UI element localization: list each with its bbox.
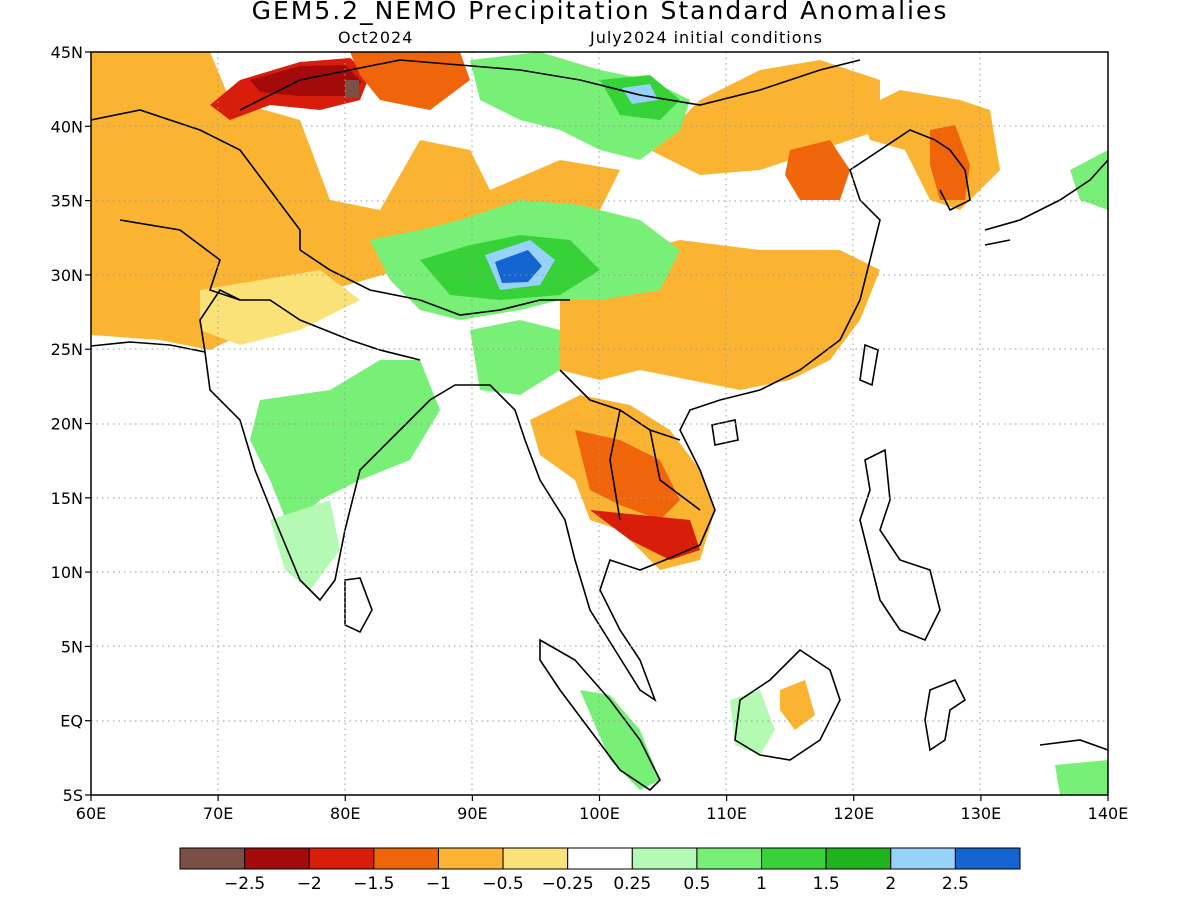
- lat-tick-label: 10N: [51, 563, 83, 582]
- coastline-sri-lanka: [344, 577, 373, 634]
- colorbar-label: −0.5: [482, 874, 523, 894]
- colorbar-label: 0.5: [683, 874, 710, 894]
- colorbar-label: 2: [885, 874, 896, 894]
- border-mongolia: [239, 59, 861, 111]
- coastlines: [91, 59, 1108, 792]
- coastline-indochina: [524, 259, 871, 703]
- dry-region-borneo: [780, 680, 815, 730]
- lat-tick-label: 25N: [51, 340, 83, 359]
- border-india-west: [199, 288, 421, 361]
- coastline-borneo: [734, 648, 841, 761]
- lon-tick-label: 120E: [833, 804, 874, 823]
- wet-region-north-peak: [622, 84, 658, 104]
- lon-tick-label: 110E: [706, 804, 747, 823]
- wet-region-borneo: [730, 690, 775, 755]
- wet-region-sumatra: [580, 690, 660, 790]
- coastline-arabia-persia: [91, 341, 206, 353]
- border-central-asia: [91, 109, 301, 301]
- lon-tick-label: 130E: [961, 804, 1002, 823]
- lat-tick-label: 20N: [51, 415, 83, 434]
- colorbar-label: 0.25: [613, 874, 651, 894]
- lon-tick-label: 80E: [330, 804, 360, 823]
- colorbar-label: 1.5: [813, 874, 840, 894]
- wet-region-india-south: [270, 500, 340, 590]
- lat-tick-label: 15N: [51, 489, 83, 508]
- coastline-hainan: [711, 419, 739, 446]
- initial-conditions: July2024 initial conditions: [590, 28, 823, 47]
- very-dry-indochina: [575, 430, 680, 520]
- colorbar: −2.5 −2 −1.5 −1 −0.5 −0.25 0.25 0.5 1 1.5 2 2.5: [179, 847, 1021, 894]
- colorbar-label: −2: [297, 874, 322, 894]
- forecast-period: Oct2024: [338, 28, 414, 47]
- longitude-axis: 60E 70E 80E 90E 100E 110E 120E 130E 140E: [76, 795, 1129, 823]
- lat-tick-label: 35N: [51, 192, 83, 211]
- lat-tick-label: 40N: [51, 117, 83, 136]
- coastline-philippines: [859, 448, 941, 642]
- wet-region-new-guinea: [1055, 760, 1108, 795]
- colorbar-bin: [502, 847, 569, 870]
- coastline-india: [204, 351, 526, 602]
- coastline-sulawesi: [924, 678, 967, 752]
- colorbar-bin: [631, 847, 698, 870]
- colorbar-bin: [567, 847, 633, 870]
- lat-tick-label: 5N: [61, 637, 83, 656]
- coastline-korea: [934, 139, 971, 212]
- coastline-japan: [984, 159, 1108, 246]
- colorbar-label: 1: [756, 874, 767, 894]
- colorbar-bin: [954, 847, 1021, 870]
- border-indochina-internal: [559, 369, 701, 521]
- lon-tick-label: 140E: [1088, 804, 1129, 823]
- coastline-china-east: [849, 129, 936, 261]
- dry-region-kazakhstan: [350, 52, 470, 110]
- colorbar-bin: [696, 847, 763, 870]
- colorbar-label: −1: [426, 874, 451, 894]
- colorbar-label: −2.5: [224, 874, 265, 894]
- coastline-taiwan: [859, 343, 879, 387]
- latitude-axis: 45N 40N 35N 30N 25N 20N 15N 10N 5N EQ 5S: [51, 43, 91, 805]
- dry-region-shandong: [785, 140, 850, 200]
- lon-tick-label: 60E: [76, 804, 106, 823]
- colorbar-bin: [308, 847, 375, 870]
- wet-region-india-east: [250, 360, 440, 530]
- colorbar-bin: [373, 847, 439, 870]
- lat-tick-label: 45N: [51, 43, 83, 62]
- colorbar-bin: [825, 847, 892, 870]
- colorbar-label: −0.25: [542, 874, 594, 894]
- very-dry-cambodia: [590, 510, 700, 560]
- colorbar-bin: [890, 847, 956, 870]
- coastline-new-guinea: [1039, 739, 1108, 751]
- colorbar-bin: [244, 847, 310, 870]
- colorbar-bin: [437, 847, 504, 870]
- wet-region-northeast-india: [470, 320, 560, 395]
- lat-tick-label: EQ: [60, 712, 83, 731]
- max-dry-cell: [345, 80, 359, 98]
- lat-tick-label: 5S: [63, 786, 83, 805]
- lon-tick-label: 90E: [457, 804, 487, 823]
- coastline-sumatra: [539, 638, 661, 792]
- lon-tick-label: 100E: [579, 804, 620, 823]
- colorbar-bin: [761, 847, 827, 870]
- border-himalaya: [299, 249, 570, 316]
- wet-region-tibet-peak: [495, 250, 542, 283]
- gridlines: [91, 52, 1108, 795]
- colorbar-label: 2.5: [942, 874, 969, 894]
- lat-tick-label: 30N: [51, 266, 83, 285]
- lon-tick-label: 70E: [203, 804, 233, 823]
- chart-title: GEM5.2_NEMO Precipitation Standard Anoma…: [251, 0, 949, 25]
- colorbar-bin: [179, 847, 246, 870]
- colorbar-label: −1.5: [353, 874, 394, 894]
